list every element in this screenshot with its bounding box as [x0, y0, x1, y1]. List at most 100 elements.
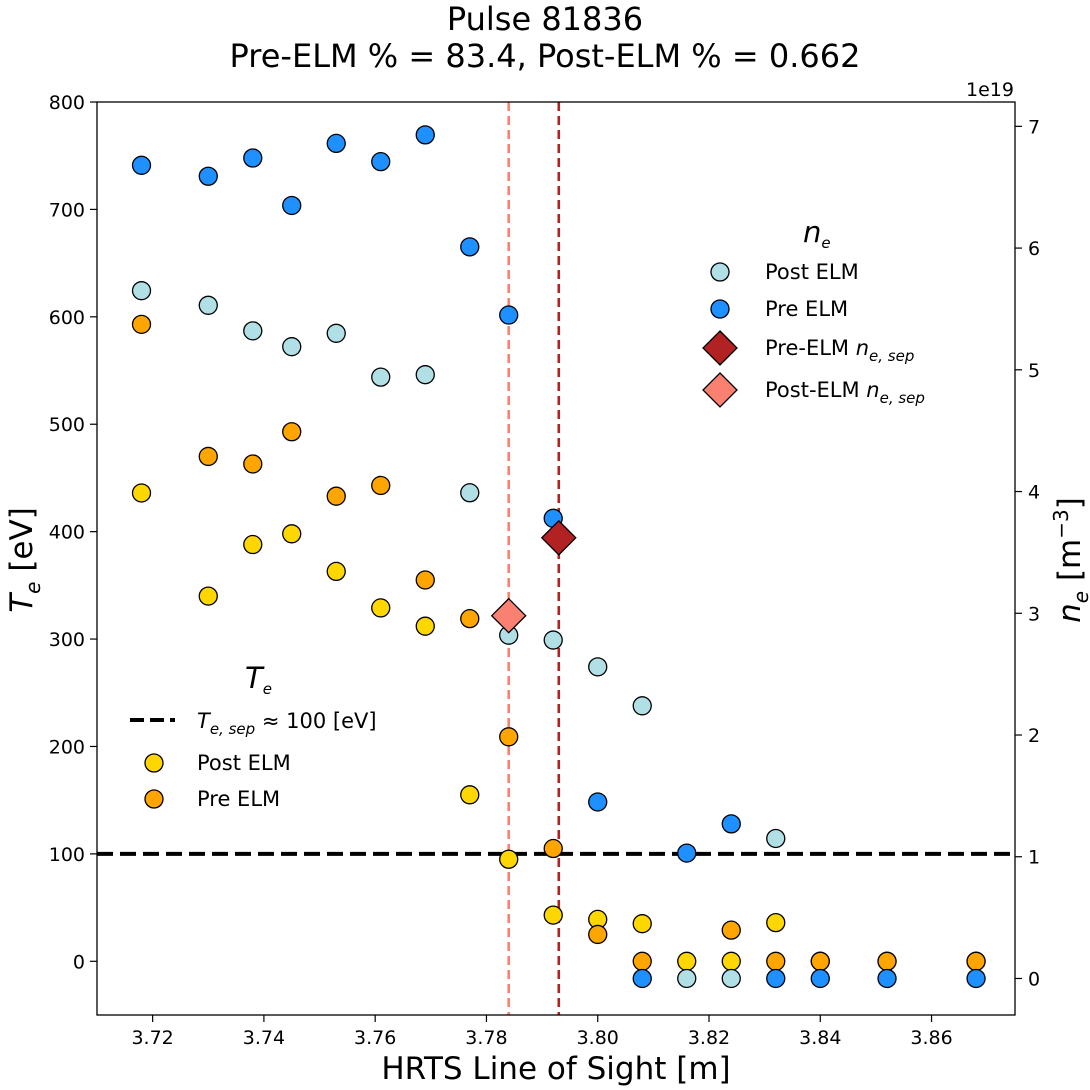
data-point — [282, 524, 302, 544]
plot-frame — [96, 101, 1016, 1016]
data-point — [282, 337, 302, 357]
y-axis-left-label: Te [eV] — [4, 507, 45, 613]
data-point — [632, 914, 652, 934]
data-point — [766, 951, 786, 971]
series-Te-pre-elm — [131, 314, 986, 971]
plot-area — [97, 102, 1015, 1015]
data-point — [543, 838, 563, 859]
x-tick-label: 3.74 — [243, 1027, 285, 1049]
data-point — [326, 133, 346, 154]
data-point — [371, 151, 391, 172]
y-right-tick-label: 3 — [1028, 603, 1040, 625]
data-point — [198, 295, 218, 315]
data-point — [721, 920, 741, 940]
y-right-tick-label: 6 — [1028, 238, 1040, 260]
x-tick-label: 3.82 — [688, 1027, 730, 1049]
series-ne-pre-elm-n-e-sep — [540, 519, 577, 556]
data-point — [677, 951, 697, 971]
legend-ne-marker — [710, 262, 730, 282]
data-point — [282, 195, 302, 216]
data-point — [460, 785, 480, 805]
legend-te-label: Post ELM — [197, 751, 291, 775]
data-point — [588, 792, 608, 812]
data-point — [131, 483, 152, 503]
legend-te-title: Te — [245, 661, 272, 698]
data-point — [326, 323, 346, 343]
data-point — [131, 314, 152, 334]
data-point — [198, 166, 218, 186]
data-point — [588, 657, 608, 677]
legend-ne-marker — [702, 330, 738, 366]
data-point — [721, 951, 741, 971]
y-left-tick-label: 300 — [49, 629, 85, 651]
data-point — [243, 454, 263, 474]
data-point — [460, 609, 480, 629]
data-point — [243, 148, 263, 168]
marker-diamond — [540, 519, 577, 556]
data-point — [326, 561, 346, 582]
legend-ne-label: Post-ELM ne, sep — [765, 378, 925, 407]
series-ne-post-elm-n-e-sep — [490, 597, 527, 634]
x-tick-label: 3.78 — [465, 1027, 507, 1049]
y-right-tick-label: 2 — [1028, 725, 1040, 747]
data-point — [243, 321, 263, 341]
y-axis-right-label: ne [m−3] — [1049, 497, 1090, 623]
data-point — [326, 486, 346, 506]
data-point — [460, 483, 480, 503]
y-left-tick-label: 600 — [49, 307, 85, 329]
data-point — [460, 237, 480, 257]
legend-ne-label: Pre ELM — [765, 297, 848, 321]
data-point — [282, 422, 302, 442]
data-point — [632, 968, 652, 989]
y-left-tick-label: 500 — [49, 414, 85, 436]
x-tick-label: 3.76 — [354, 1027, 396, 1049]
data-point — [371, 367, 391, 387]
legend-ne-label: Post ELM — [765, 260, 859, 284]
x-tick-label: 3.86 — [910, 1027, 952, 1049]
data-point — [131, 155, 152, 175]
legend-ne: ne Post ELM Pre ELM Pre-ELM ne, sep Post-ELM… — [702, 215, 925, 408]
axes: 3.72 3.74 3.76 3.78 3.80 3.82 3.84 3.86 0 100 200 3… — [49, 92, 1040, 1049]
legend-ne-title: ne — [803, 215, 831, 252]
data-point — [543, 905, 563, 925]
data-point — [677, 843, 697, 863]
data-point — [766, 968, 786, 989]
data-point — [198, 586, 218, 606]
y-right-tick-label: 1 — [1028, 847, 1040, 869]
legend-te-label: Pre ELM — [197, 787, 280, 811]
legend-te-marker — [144, 753, 164, 773]
series-ne-post-elm — [131, 281, 786, 989]
data-point — [415, 125, 435, 145]
y-left-tick-label: 100 — [49, 844, 85, 866]
data-point — [371, 475, 391, 496]
x-tick-label: 3.80 — [577, 1027, 619, 1049]
data-point — [588, 924, 608, 945]
data-point — [721, 968, 741, 989]
data-point — [543, 630, 563, 650]
data-point — [198, 446, 218, 467]
data-point — [415, 616, 435, 636]
legend-ne-marker — [702, 372, 738, 408]
x-axis-label: HRTS Line of Sight [m] — [381, 1051, 730, 1087]
data-point — [877, 951, 897, 971]
data-point — [243, 534, 263, 555]
data-point — [632, 696, 652, 716]
legend-te: Te Te, sep ≈ 100 [eV] Post ELM Pre ELM — [130, 661, 377, 811]
y-right-tick-label: 7 — [1028, 116, 1040, 138]
chart-subtitle: Pre-ELM % = 83.4, Post-ELM % = 0.662 — [230, 37, 861, 75]
y-left-tick-label: 200 — [49, 736, 85, 758]
marker-diamond — [490, 597, 527, 634]
chart-title-group: Pulse 81836 Pre-ELM % = 83.4, Post-ELM %… — [230, 0, 861, 75]
data-point — [766, 828, 786, 849]
y-right-tick-label: 4 — [1028, 482, 1040, 504]
data-point — [131, 281, 152, 301]
data-point — [499, 727, 519, 747]
data-point — [499, 305, 519, 325]
y-right-tick-label: 0 — [1028, 968, 1040, 990]
data-point — [966, 951, 986, 971]
data-point — [677, 968, 697, 989]
data-point — [721, 814, 741, 834]
y-left-tick-label: 0 — [73, 951, 85, 973]
data-point — [371, 598, 391, 618]
data-point — [877, 968, 897, 989]
